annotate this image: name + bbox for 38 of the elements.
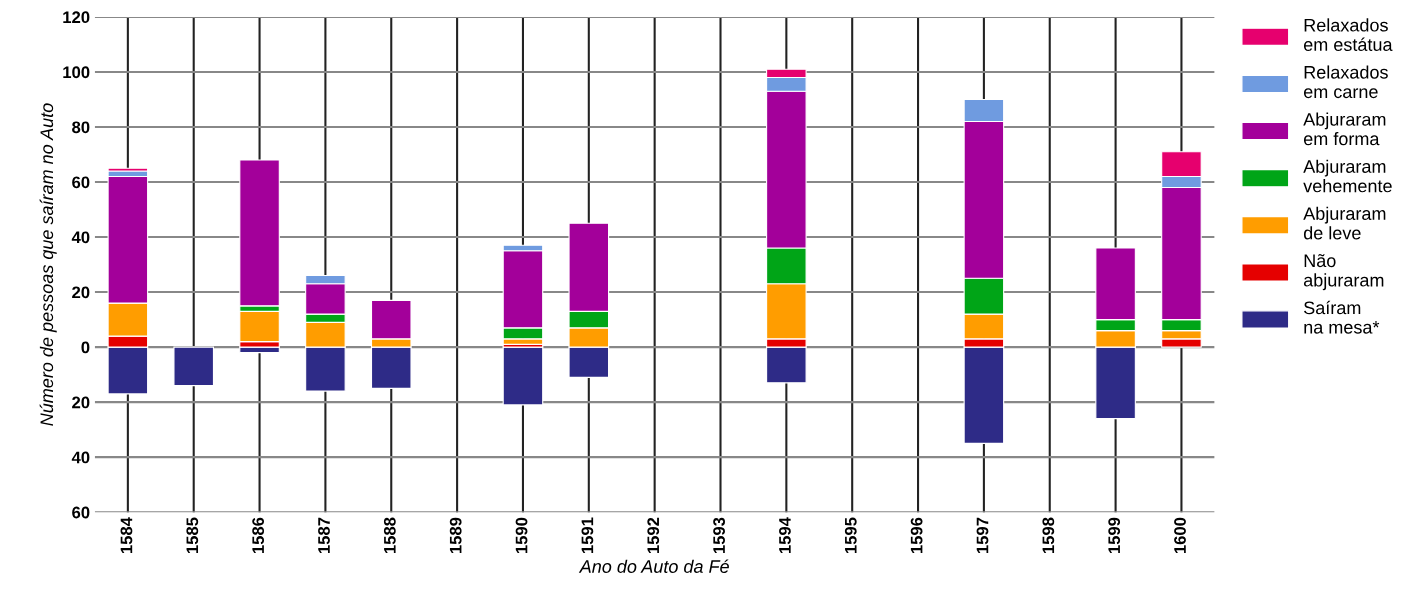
y-tick-label: 20 [72, 396, 90, 409]
y-tick-label: 80 [72, 121, 90, 134]
x-tick-label: 1592 [647, 517, 660, 554]
legend-label: Abjuraram em forma [1303, 112, 1386, 146]
bar [502, 346, 544, 406]
x-tick-label: 1598 [1042, 517, 1055, 554]
y-tick-label: 60 [72, 176, 90, 189]
y-tick-label: 100 [63, 66, 90, 79]
legend-label: Abjuraram de leve [1303, 206, 1386, 240]
x-tick-label: 1585 [186, 517, 199, 554]
x-tick-label: 1597 [976, 517, 989, 554]
x-tick-label: 1599 [1108, 517, 1121, 554]
x-tick-label: 1587 [318, 517, 330, 554]
x-tick-label: 1590 [515, 517, 528, 554]
x-axis-title: Ano do Auto da Fé [578, 559, 729, 573]
x-tick-label: 1595 [844, 517, 857, 554]
y-tick-label: 120 [63, 11, 90, 24]
bar [173, 346, 215, 387]
x-tick-label: 1589 [449, 517, 462, 554]
x-tick-label: 1586 [252, 517, 265, 554]
x-tick-label: 1600 [1174, 517, 1186, 554]
x-tick-label: 1588 [383, 517, 396, 554]
y-axis-title: Número de pessoas que saíram no Auto [39, 103, 57, 426]
legend-label: Relaxados em carne [1303, 65, 1388, 99]
y-tick-label: 40 [71, 451, 90, 464]
y-tick-label: 0 [81, 341, 90, 354]
x-tick-label: 1594 [779, 517, 791, 554]
y-tick-label: 40 [71, 231, 90, 244]
y-tick-label: 60 [72, 506, 90, 519]
legend-label: Não abjuraram [1303, 254, 1384, 291]
x-tick-label: 1591 [581, 517, 594, 554]
legend-label: Relaxados em estátua [1303, 18, 1393, 52]
x-tick-label: 1593 [713, 517, 725, 554]
y-tick-label: 20 [72, 286, 90, 299]
legend-label: Saíram na mesa* [1304, 300, 1380, 334]
x-tick-label: 1596 [910, 517, 923, 554]
legend-label: Abjuraram vehemente [1303, 159, 1392, 193]
x-tick-label: 1584 [120, 517, 133, 554]
